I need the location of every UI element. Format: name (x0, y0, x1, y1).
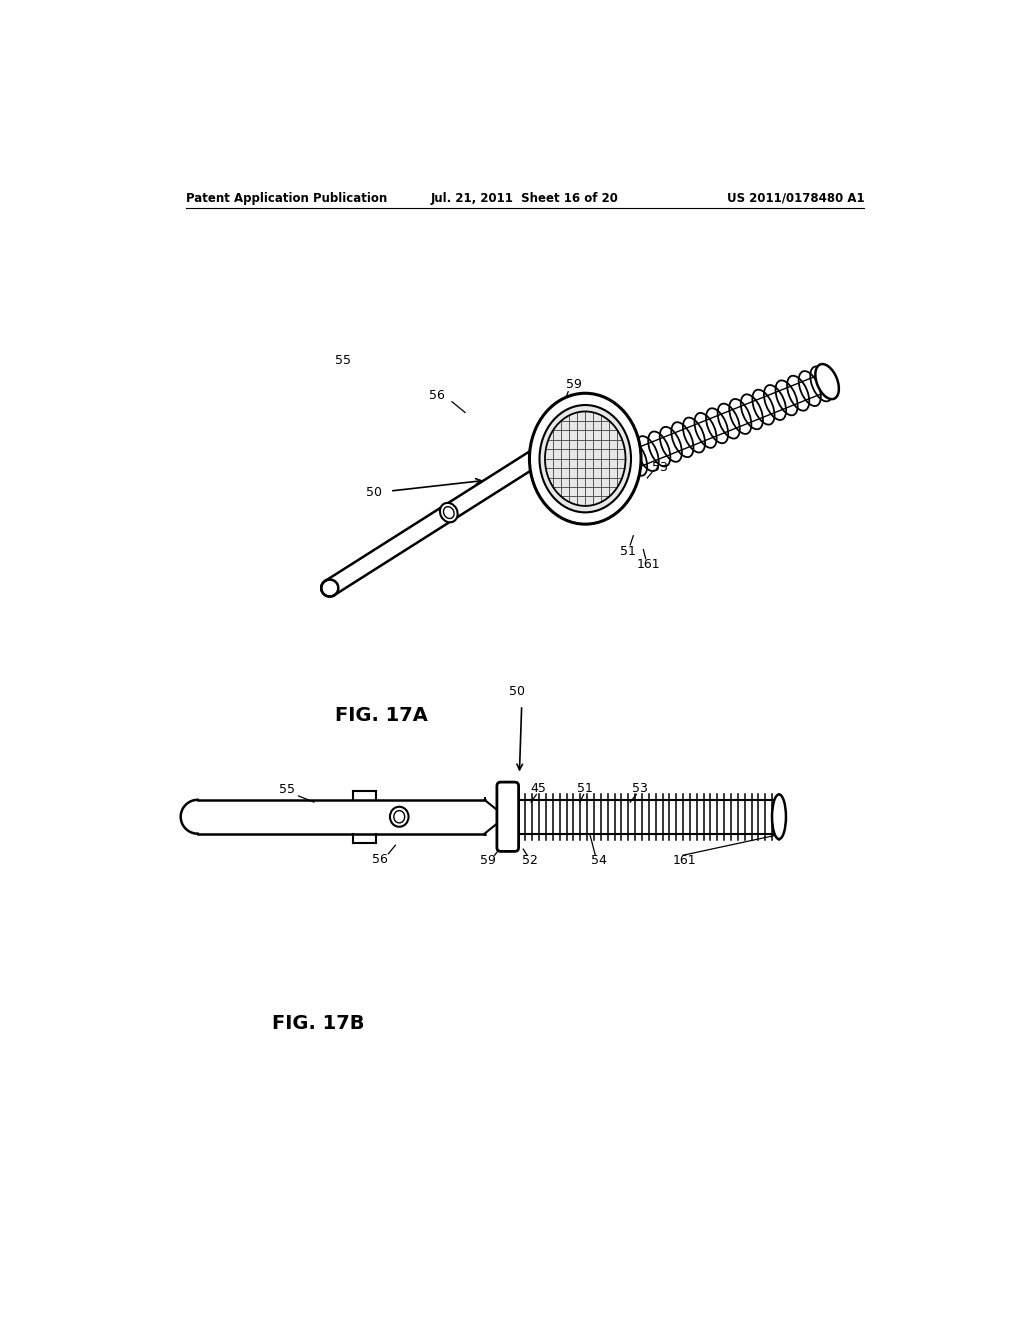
Ellipse shape (440, 503, 458, 523)
Text: 45: 45 (530, 781, 547, 795)
Text: 45: 45 (605, 436, 622, 449)
Text: 59: 59 (479, 854, 496, 867)
Text: FIG. 17A: FIG. 17A (335, 706, 428, 725)
Text: 53: 53 (632, 781, 647, 795)
Text: 54: 54 (575, 508, 592, 520)
Text: 52: 52 (521, 854, 538, 867)
Text: 54: 54 (591, 854, 607, 867)
Text: 55: 55 (279, 783, 295, 796)
Text: 56: 56 (372, 853, 388, 866)
Text: 56: 56 (428, 389, 444, 403)
Text: Jul. 21, 2011  Sheet 16 of 20: Jul. 21, 2011 Sheet 16 of 20 (431, 191, 618, 205)
Ellipse shape (815, 364, 839, 399)
Text: 55: 55 (336, 354, 351, 367)
Ellipse shape (772, 795, 786, 840)
Ellipse shape (540, 405, 631, 512)
Text: 50: 50 (367, 486, 382, 499)
Text: 51: 51 (620, 545, 636, 557)
Text: 161: 161 (637, 558, 660, 572)
Text: 50: 50 (509, 685, 525, 698)
Text: 161: 161 (673, 854, 696, 867)
Text: 51: 51 (578, 781, 593, 795)
Ellipse shape (390, 807, 409, 826)
Text: FIG. 17B: FIG. 17B (271, 1014, 365, 1034)
FancyBboxPatch shape (497, 781, 518, 851)
Text: 52: 52 (590, 408, 605, 421)
Text: 59: 59 (565, 379, 582, 391)
Text: Patent Application Publication: Patent Application Publication (186, 191, 387, 205)
Text: 53: 53 (651, 462, 668, 474)
Text: US 2011/0178480 A1: US 2011/0178480 A1 (727, 191, 864, 205)
Ellipse shape (529, 393, 641, 524)
